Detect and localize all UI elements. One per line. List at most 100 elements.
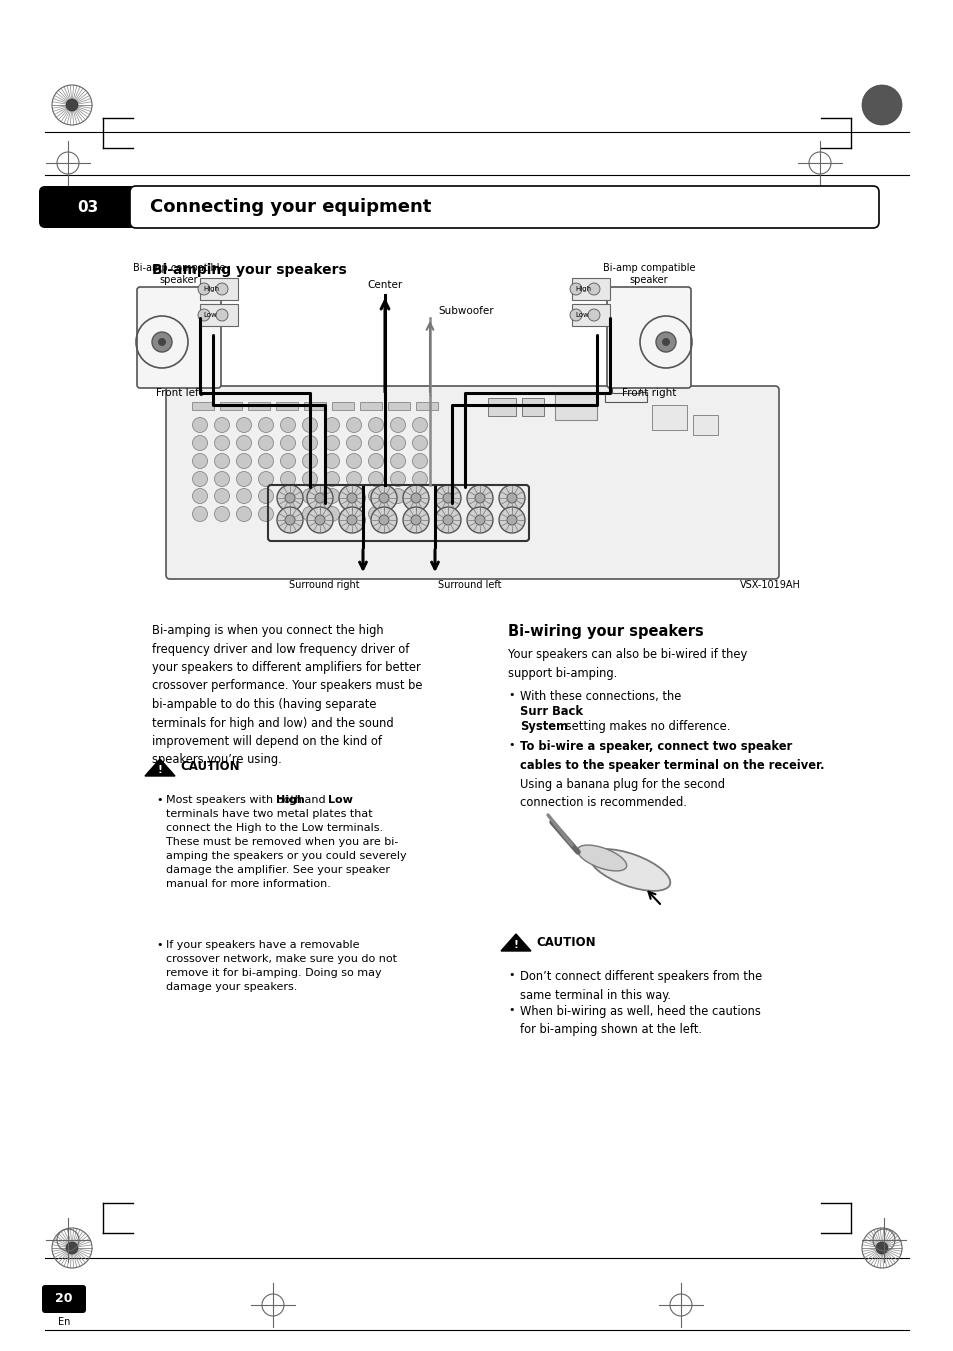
Circle shape [214, 471, 230, 486]
Circle shape [368, 417, 383, 432]
Circle shape [587, 309, 599, 322]
Circle shape [324, 417, 339, 432]
Text: 03: 03 [77, 200, 98, 215]
Circle shape [214, 507, 230, 521]
Text: Surround left: Surround left [437, 580, 501, 590]
Text: terminals have two metal plates that
connect the High to the Low terminals.
Thes: terminals have two metal plates that con… [166, 809, 406, 889]
Bar [572, 278, 609, 300]
Circle shape [346, 507, 361, 521]
FancyBboxPatch shape [166, 386, 779, 580]
FancyBboxPatch shape [42, 1285, 86, 1313]
Circle shape [346, 435, 361, 450]
Text: Low: Low [328, 794, 353, 805]
Text: Your speakers can also be bi-wired if they
support bi-amping.: Your speakers can also be bi-wired if th… [507, 648, 746, 680]
Bar [275, 403, 297, 409]
Circle shape [378, 493, 389, 503]
Circle shape [236, 507, 252, 521]
Circle shape [656, 332, 676, 353]
Circle shape [467, 485, 493, 511]
Circle shape [66, 1242, 78, 1254]
Text: Bi-amping your speakers: Bi-amping your speakers [152, 263, 346, 277]
FancyBboxPatch shape [130, 186, 878, 228]
Circle shape [193, 417, 208, 432]
FancyBboxPatch shape [606, 286, 690, 388]
Circle shape [378, 515, 389, 526]
Circle shape [338, 485, 365, 511]
Circle shape [324, 507, 339, 521]
Circle shape [390, 471, 405, 486]
Circle shape [368, 454, 383, 469]
Circle shape [276, 507, 303, 534]
Bar [692, 415, 718, 435]
Bar [304, 403, 326, 409]
Circle shape [475, 515, 484, 526]
Text: Connecting your equipment: Connecting your equipment [150, 199, 431, 216]
Circle shape [258, 471, 274, 486]
Circle shape [276, 485, 303, 511]
Bar [359, 403, 381, 409]
Circle shape [346, 489, 361, 504]
Circle shape [307, 507, 333, 534]
Ellipse shape [589, 848, 670, 890]
Text: High: High [203, 286, 219, 292]
Polygon shape [145, 759, 174, 775]
Text: Bi-amping is when you connect the high
frequency driver and low frequency driver: Bi-amping is when you connect the high f… [152, 624, 422, 766]
Circle shape [193, 471, 208, 486]
Circle shape [258, 417, 274, 432]
Text: Low: Low [203, 312, 216, 317]
Ellipse shape [577, 846, 626, 871]
Circle shape [875, 1242, 887, 1254]
Circle shape [324, 435, 339, 450]
Text: Using a banana plug for the second
connection is recommended.: Using a banana plug for the second conne… [519, 778, 724, 809]
Text: 20: 20 [55, 1293, 72, 1305]
Circle shape [862, 85, 901, 126]
Circle shape [390, 417, 405, 432]
Circle shape [214, 435, 230, 450]
Text: To bi-wire a speaker, connect two speaker
cables to the speaker terminal on the : To bi-wire a speaker, connect two speake… [519, 740, 823, 771]
Text: Surround right: Surround right [289, 580, 359, 590]
Polygon shape [500, 934, 531, 951]
Circle shape [236, 471, 252, 486]
Text: !: ! [513, 940, 517, 950]
Bar [388, 403, 410, 409]
Circle shape [198, 309, 210, 322]
Circle shape [442, 515, 453, 526]
Circle shape [324, 471, 339, 486]
Circle shape [193, 435, 208, 450]
Circle shape [215, 282, 228, 295]
Text: High: High [575, 286, 591, 292]
Circle shape [569, 309, 581, 322]
Circle shape [498, 507, 524, 534]
Text: Subwoofer: Subwoofer [437, 305, 493, 316]
Circle shape [412, 489, 427, 504]
Circle shape [506, 515, 517, 526]
Circle shape [236, 454, 252, 469]
Circle shape [402, 485, 429, 511]
Circle shape [587, 282, 599, 295]
Text: System: System [519, 720, 568, 734]
Circle shape [371, 507, 396, 534]
Circle shape [285, 493, 294, 503]
Circle shape [280, 471, 295, 486]
Circle shape [236, 489, 252, 504]
Bar [200, 278, 237, 300]
Circle shape [302, 471, 317, 486]
Circle shape [346, 471, 361, 486]
Text: CAUTION: CAUTION [180, 761, 239, 774]
Circle shape [506, 493, 517, 503]
Circle shape [214, 417, 230, 432]
Circle shape [258, 435, 274, 450]
Text: VSX-1019AH: VSX-1019AH [740, 580, 800, 590]
Bar [200, 304, 237, 326]
FancyBboxPatch shape [39, 186, 136, 228]
Circle shape [193, 454, 208, 469]
Circle shape [475, 493, 484, 503]
Bar [332, 403, 354, 409]
Circle shape [285, 515, 294, 526]
Text: Surr Back: Surr Back [519, 705, 582, 717]
Circle shape [280, 435, 295, 450]
Circle shape [346, 417, 361, 432]
Circle shape [390, 489, 405, 504]
Circle shape [390, 454, 405, 469]
Circle shape [66, 99, 78, 111]
